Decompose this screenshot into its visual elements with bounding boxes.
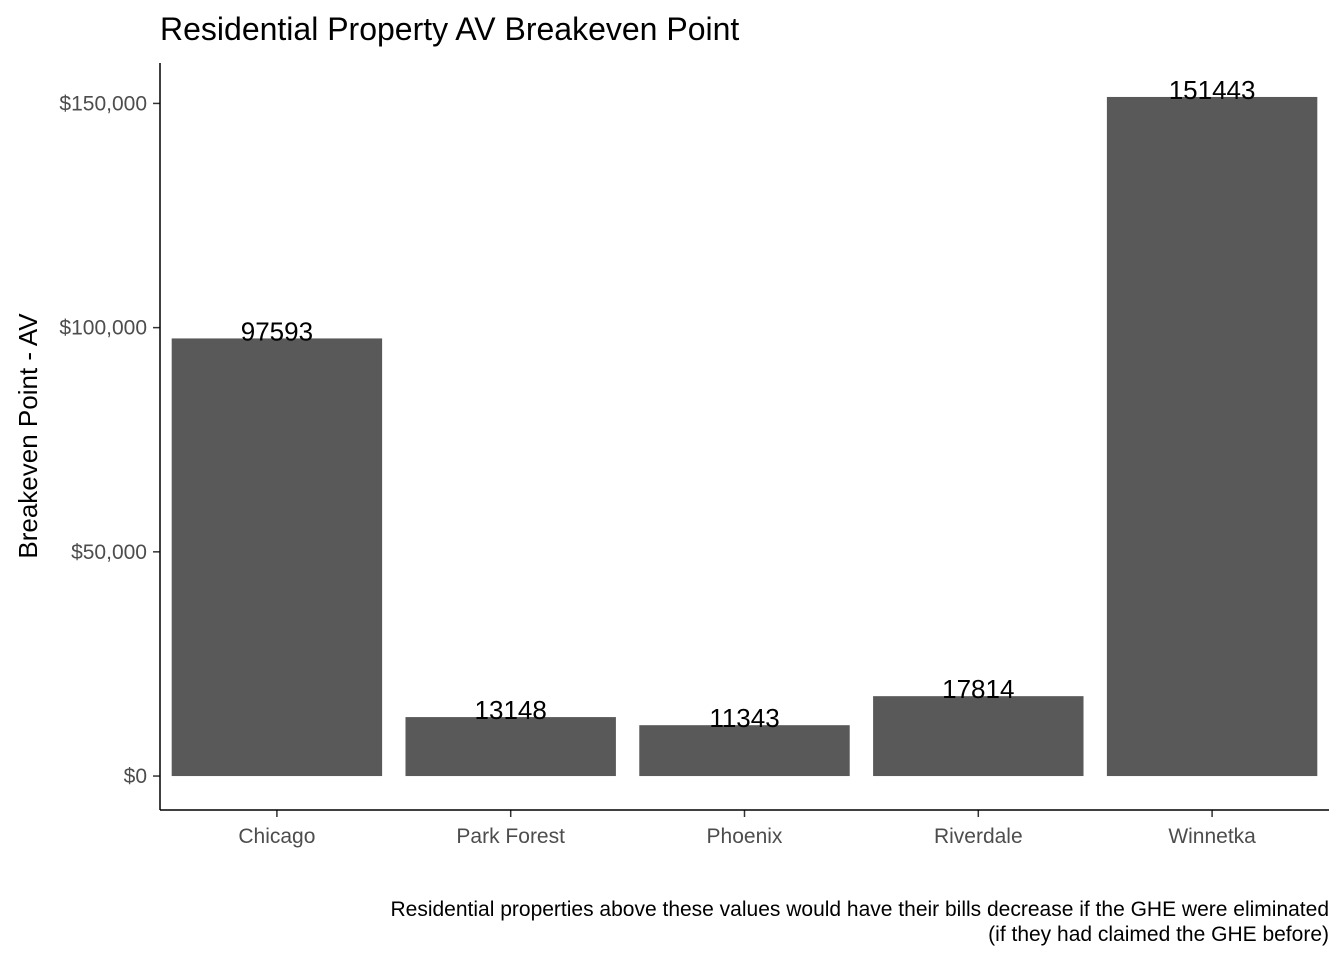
- bar-chicago: [171, 338, 383, 777]
- bars: [171, 96, 1318, 777]
- bar-riverdale: [873, 696, 1084, 777]
- data-label: 97593: [241, 316, 313, 346]
- bar-winnetka: [1106, 96, 1318, 777]
- x-axis-ticks: Chicago Park Forest Phoenix Riverdale Winnet…: [238, 810, 1256, 848]
- x-tick-label: Riverdale: [934, 825, 1023, 848]
- y-tick-label: $150,000: [59, 92, 147, 115]
- y-axis-label: Breakeven Point - AV: [13, 313, 43, 559]
- data-label: 151443: [1169, 75, 1256, 105]
- bar-park-forest: [405, 717, 616, 777]
- caption-line-2: (if they had claimed the GHE before): [988, 923, 1329, 946]
- chart-title: Residential Property AV Breakeven Point: [160, 11, 739, 47]
- data-label: 11343: [709, 703, 779, 733]
- x-tick-label: Chicago: [238, 825, 315, 848]
- x-tick-label: Phoenix: [707, 825, 783, 848]
- y-tick-label: $0: [124, 765, 147, 788]
- x-tick-label: Winnetka: [1168, 825, 1256, 848]
- y-tick-label: $50,000: [71, 541, 147, 564]
- data-label: 13148: [475, 695, 547, 725]
- data-labels: 97593 13148 11343 17814 151443: [241, 75, 1256, 733]
- data-label: 17814: [942, 674, 1014, 704]
- bar-phoenix: [639, 725, 850, 777]
- x-tick-label: Park Forest: [456, 825, 565, 848]
- y-axis-ticks: $0 $50,000 $100,000 $150,000: [59, 92, 160, 788]
- y-tick-label: $100,000: [59, 317, 147, 340]
- caption-line-1: Residential properties above these value…: [390, 898, 1329, 921]
